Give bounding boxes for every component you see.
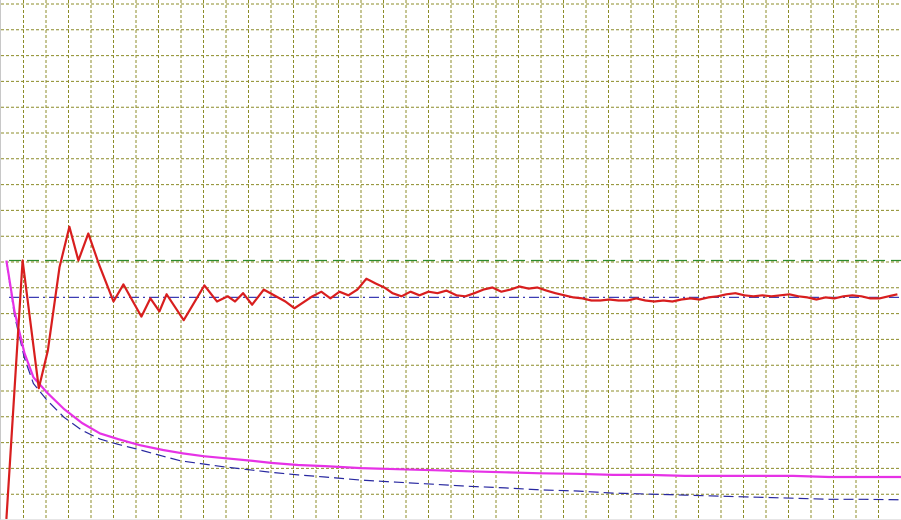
series-line-red-oscillating: [5, 225, 898, 519]
series-lines: [5, 225, 901, 519]
reference-lines: [9, 259, 901, 299]
series-line-magenta-decay: [5, 260, 901, 479]
series-line-blue-dash-decay: [5, 262, 901, 501]
